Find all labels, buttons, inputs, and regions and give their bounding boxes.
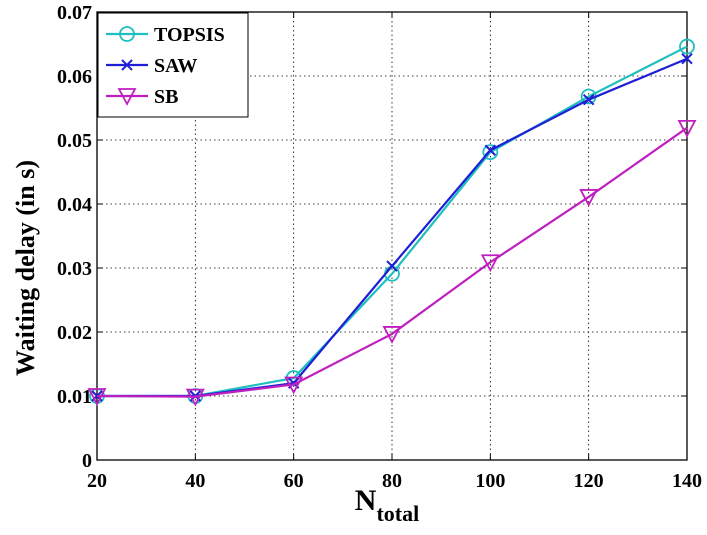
y-tick-label: 0.06 [57,66,92,88]
x-axis-label-subscript: total [376,501,419,526]
data-point-saw [681,53,693,65]
data-point-sb [382,326,402,344]
legend-marker-saw [121,59,133,71]
data-point-sb [284,376,304,395]
x-tick-label: 20 [87,470,107,492]
x-tick-label: 80 [382,470,402,492]
data-point-topsis [679,38,695,55]
legend-marker-topsis [119,26,135,42]
legend-label-saw: SAW [154,55,197,77]
y-axis-label: Waiting delay (in s) [11,160,40,376]
legend-label-sb: SB [154,86,178,108]
y-tick-label: 0.07 [57,2,92,24]
x-tick-label: 100 [475,470,505,492]
data-point-saw [582,93,595,106]
y-tick-label: 0 [82,450,92,472]
y-tick-label: 0.05 [57,130,92,152]
data-point-saw [386,260,398,272]
axis-ticks: 20 40 60 80 100 120 140 0 0.01 0.02 0.03 0.04 0.05 0.… [57,2,702,492]
data-series [87,38,697,407]
legend: TOPSIS SAW SB [97,12,249,118]
legend-label-topsis: TOPSIS [154,24,225,46]
y-tick-label: 0.03 [57,258,92,280]
data-point-sb [480,254,500,273]
x-tick-label: 120 [574,470,604,492]
x-tick-label: 140 [672,470,702,492]
data-point-saw [484,144,497,156]
legend-marker-sb [117,88,137,106]
y-tick-label: 0.04 [57,194,92,216]
x-tick-label: 60 [284,470,304,492]
x-axis-label-main: N [355,484,377,517]
x-tick-label: 40 [185,470,205,492]
data-point-sb [677,119,697,138]
data-point-sb [87,388,107,406]
x-axis-label: Ntotal [355,484,419,526]
y-tick-label: 0.01 [57,386,92,408]
data-point-sb [185,388,205,407]
series-line-sb [96,126,688,398]
data-point-sb [579,189,599,207]
data-point-topsis [482,144,499,161]
y-tick-label: 0.02 [57,322,92,344]
